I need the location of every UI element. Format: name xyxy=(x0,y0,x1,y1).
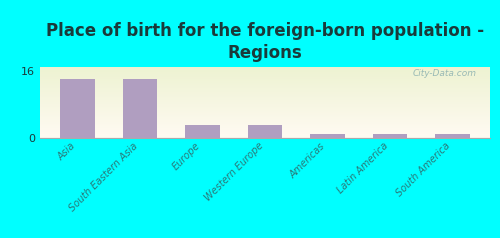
Bar xyxy=(40,79,490,80)
Bar xyxy=(436,134,470,138)
Bar xyxy=(40,68,490,69)
Bar xyxy=(40,72,490,73)
Bar xyxy=(40,137,490,138)
Bar xyxy=(40,93,490,94)
Text: City-Data.com: City-Data.com xyxy=(412,69,476,79)
Bar xyxy=(40,102,490,103)
Bar xyxy=(40,75,490,76)
Bar xyxy=(40,130,490,131)
Bar xyxy=(40,108,490,109)
Bar xyxy=(40,131,490,132)
Bar xyxy=(40,69,490,70)
Bar xyxy=(40,127,490,128)
Bar xyxy=(40,124,490,125)
Bar xyxy=(40,98,490,99)
Title: Place of birth for the foreign-born population -
Regions: Place of birth for the foreign-born popu… xyxy=(46,22,484,62)
Bar xyxy=(40,104,490,105)
Bar xyxy=(40,103,490,104)
Bar xyxy=(40,87,490,88)
Bar xyxy=(248,125,282,138)
Bar xyxy=(186,125,220,138)
Bar xyxy=(40,84,490,85)
Bar xyxy=(40,120,490,121)
Bar xyxy=(40,112,490,113)
Bar xyxy=(60,79,94,138)
Bar xyxy=(40,128,490,129)
Bar xyxy=(40,123,490,124)
Bar xyxy=(40,73,490,74)
Bar xyxy=(40,134,490,135)
Bar xyxy=(40,115,490,116)
Bar xyxy=(40,82,490,83)
Bar xyxy=(40,105,490,106)
Bar xyxy=(40,85,490,86)
Bar xyxy=(40,80,490,81)
Bar xyxy=(40,67,490,68)
Bar xyxy=(40,117,490,118)
Bar xyxy=(40,113,490,114)
Bar xyxy=(40,107,490,108)
Bar xyxy=(40,101,490,102)
Bar xyxy=(40,135,490,136)
Bar xyxy=(40,121,490,122)
Bar xyxy=(40,78,490,79)
Bar xyxy=(40,97,490,98)
Bar xyxy=(40,106,490,107)
Bar xyxy=(40,110,490,111)
Bar xyxy=(40,70,490,71)
Bar xyxy=(40,119,490,120)
Bar xyxy=(123,79,157,138)
Bar xyxy=(40,83,490,84)
Bar xyxy=(40,96,490,97)
Bar xyxy=(40,129,490,130)
Bar xyxy=(40,81,490,82)
Bar xyxy=(40,109,490,110)
Bar xyxy=(40,114,490,115)
Bar xyxy=(40,71,490,72)
Bar xyxy=(40,90,490,91)
Bar xyxy=(40,111,490,112)
Bar xyxy=(40,74,490,75)
Bar xyxy=(40,86,490,87)
Bar xyxy=(40,136,490,137)
Bar xyxy=(40,91,490,92)
Bar xyxy=(40,77,490,78)
Bar xyxy=(40,76,490,77)
Bar xyxy=(310,134,344,138)
Bar xyxy=(40,89,490,90)
Bar xyxy=(40,88,490,89)
Bar xyxy=(40,118,490,119)
Bar xyxy=(40,126,490,127)
Bar xyxy=(40,94,490,95)
Bar xyxy=(40,132,490,133)
Bar xyxy=(40,133,490,134)
Bar xyxy=(40,99,490,100)
Bar xyxy=(40,125,490,126)
Bar xyxy=(40,122,490,123)
Bar xyxy=(40,100,490,101)
Bar xyxy=(40,116,490,117)
Bar xyxy=(40,95,490,96)
Bar xyxy=(40,92,490,93)
Bar xyxy=(373,134,407,138)
